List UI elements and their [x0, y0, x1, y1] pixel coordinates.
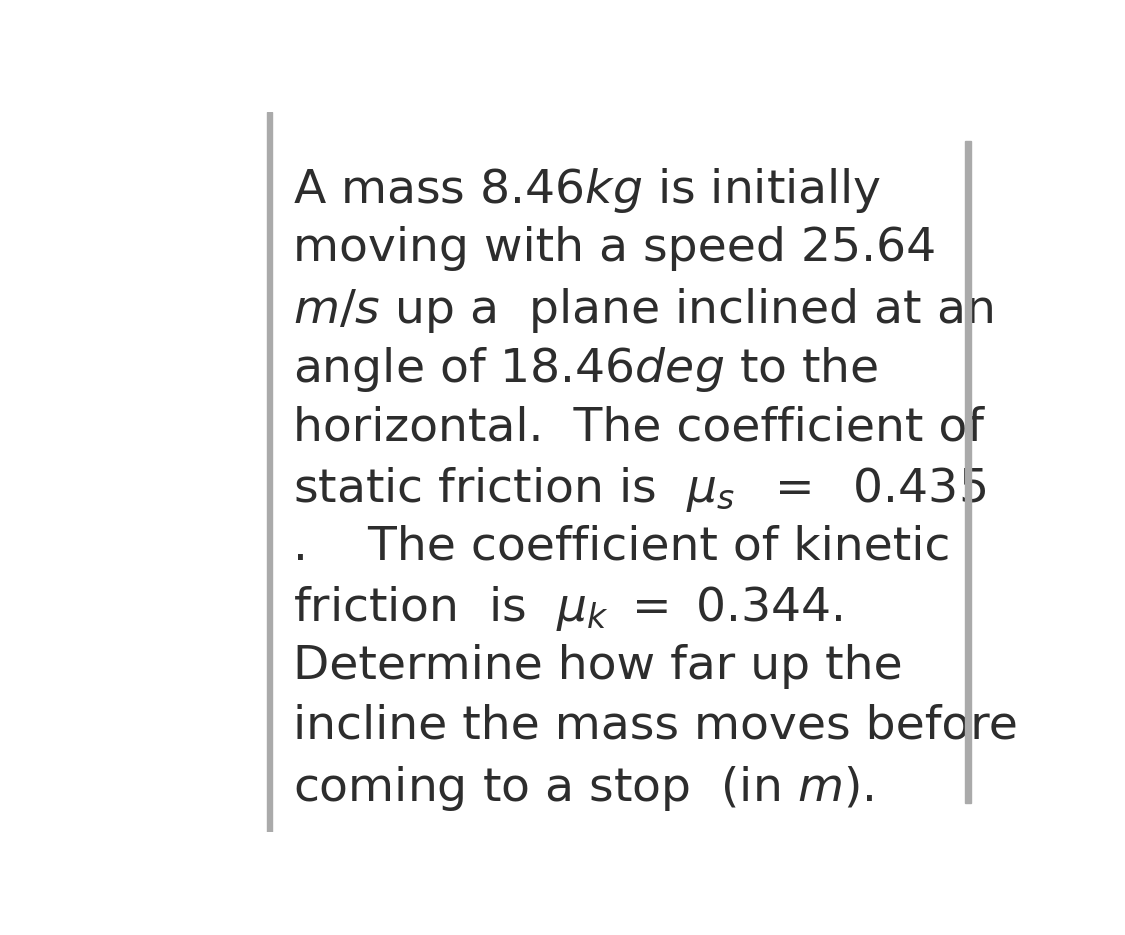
- Text: friction  is  $\mu_k$ $=$ 0.344.: friction is $\mu_k$ $=$ 0.344.: [294, 584, 843, 634]
- Text: incline the mass moves before: incline the mass moves before: [294, 704, 1018, 749]
- Text: horizontal.  The coefficient of: horizontal. The coefficient of: [294, 405, 984, 451]
- Text: static friction is  $\mu_s$  $=$  0.435: static friction is $\mu_s$ $=$ 0.435: [294, 465, 987, 514]
- Text: angle of 18.46$\it{deg}$ to the: angle of 18.46$\it{deg}$ to the: [294, 345, 879, 395]
- Text: .    The coefficient of kinetic: . The coefficient of kinetic: [294, 525, 951, 569]
- Text: moving with a speed 25.64: moving with a speed 25.64: [294, 226, 936, 271]
- Text: $\it{m}$/$\it{s}$ up a  plane inclined at an: $\it{m}$/$\it{s}$ up a plane inclined at…: [294, 286, 993, 335]
- Text: Determine how far up the: Determine how far up the: [294, 644, 903, 689]
- Bar: [964, 141, 971, 803]
- Bar: [267, 112, 272, 832]
- Text: coming to a stop  (in $\it{m}$).: coming to a stop (in $\it{m}$).: [294, 764, 874, 813]
- Text: A mass 8.46$\it{kg}$ is initially: A mass 8.46$\it{kg}$ is initially: [294, 166, 882, 215]
